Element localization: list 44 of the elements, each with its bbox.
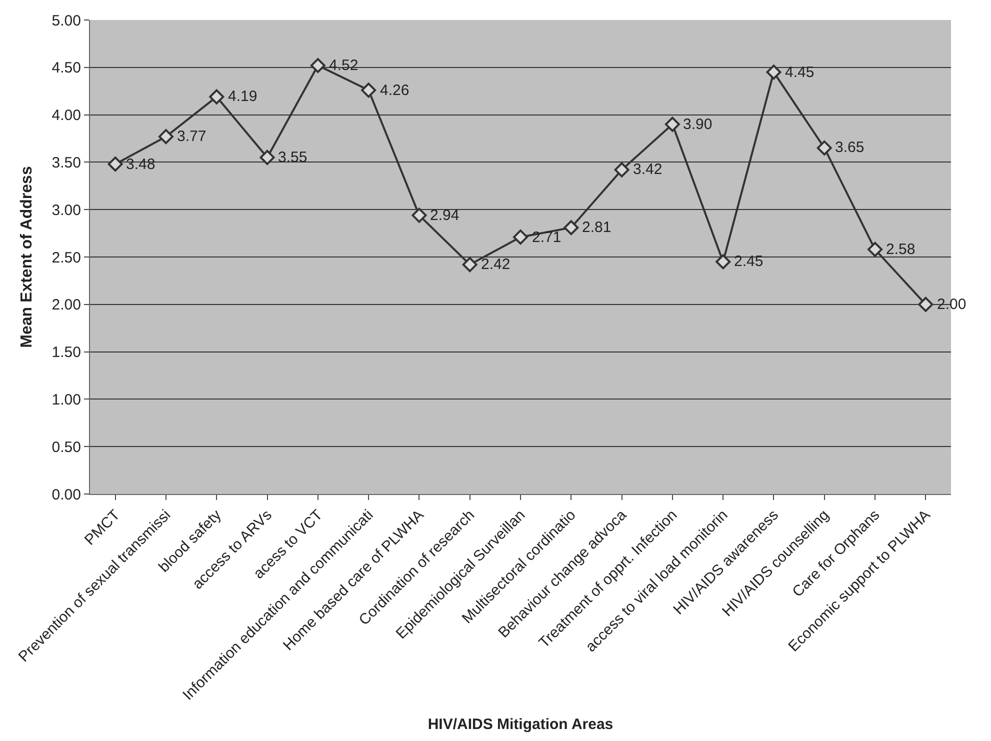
point: [209, 89, 224, 104]
point: [310, 58, 326, 73]
point: [361, 82, 376, 98]
point: [108, 156, 123, 172]
point: [918, 296, 934, 312]
data-label: 3.42: [633, 161, 662, 178]
point: [868, 242, 883, 257]
data-label: 4.19: [228, 88, 258, 105]
point: [716, 254, 731, 270]
y-tick-label: 2.00: [52, 296, 81, 314]
y-tick-label: 3.00: [52, 202, 81, 219]
data-label: 3.65: [835, 139, 864, 156]
data-label: 4.45: [785, 64, 814, 81]
point: [260, 150, 275, 165]
y-axis-title: Mean Extent of Address: [18, 166, 36, 348]
data-label: 4.26: [380, 82, 410, 99]
y-tick-label: 1.00: [52, 391, 81, 408]
point: [664, 116, 680, 132]
point: [766, 64, 782, 80]
y-tick-label: 0.00: [52, 486, 81, 504]
point: [816, 140, 832, 156]
point: [614, 162, 630, 178]
data-label: 2.00: [937, 296, 966, 313]
point: [462, 257, 478, 272]
data-label: 2.42: [481, 256, 510, 273]
y-tick-label: 4.00: [52, 107, 81, 124]
point: [564, 220, 579, 236]
point: [412, 208, 427, 223]
data-label: 2.58: [886, 241, 916, 258]
y-tick-label: 5.00: [52, 12, 81, 30]
data-label: 3.77: [177, 128, 206, 145]
data-label: 2.81: [582, 219, 612, 236]
y-tick-label: 2.50: [52, 249, 81, 266]
y-tick-label: 4.50: [52, 60, 81, 77]
y-tick-label: 1.50: [52, 344, 81, 362]
x-axis-title: HIV/AIDS Mitigation Areas: [428, 716, 614, 733]
data-label: 2.71: [532, 229, 562, 246]
data-label: 3.90: [683, 116, 712, 133]
y-tick-label: 0.50: [52, 438, 81, 456]
data-label: 2.45: [734, 253, 764, 270]
point: [158, 129, 174, 144]
y-tick-label: 3.50: [52, 154, 81, 172]
data-label: 2.94: [430, 207, 460, 224]
point: [513, 230, 528, 245]
